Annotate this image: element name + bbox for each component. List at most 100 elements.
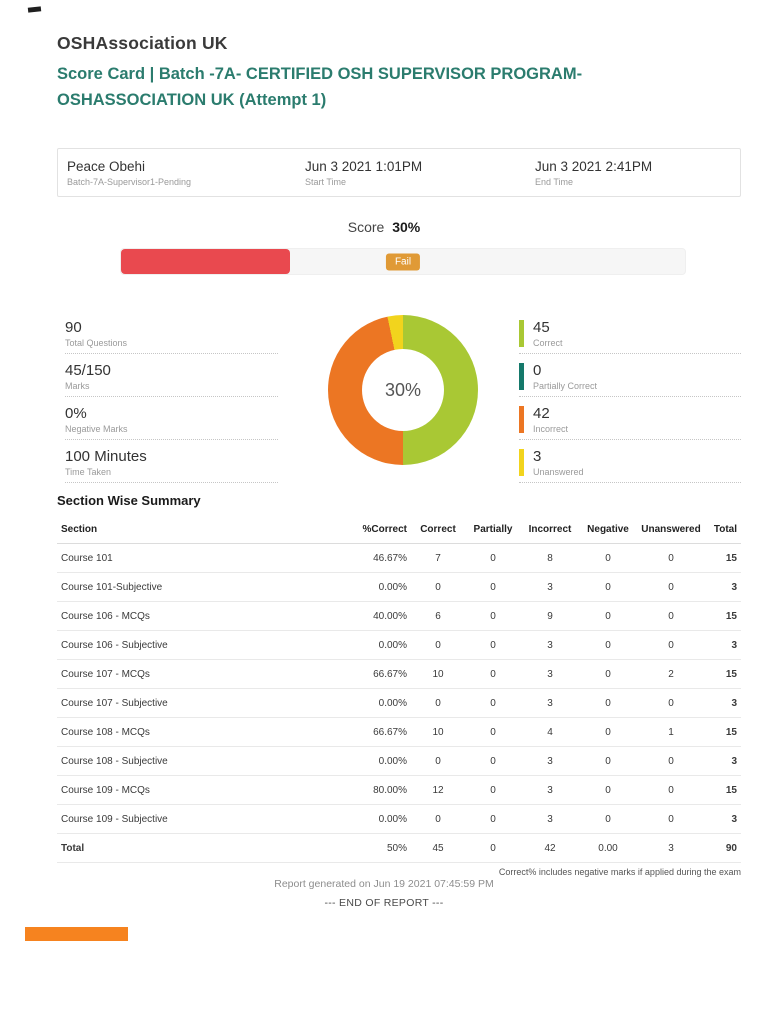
table-cell: Course 109 - MCQs xyxy=(57,775,349,805)
table-cell: 0 xyxy=(465,746,521,776)
score-label: Score xyxy=(347,219,385,235)
column-header: Unanswered xyxy=(637,516,705,544)
table-row: Course 101-Subjective 0.00% 0 0 3 0 0 3 xyxy=(57,572,741,602)
stat-value: 100 Minutes xyxy=(65,448,147,465)
column-header: Partially xyxy=(465,516,521,544)
table-cell: 3 xyxy=(521,688,579,718)
table-cell: 0 xyxy=(465,543,521,573)
stat-item: 90 Total Questions xyxy=(65,316,278,354)
table-cell: 0 xyxy=(637,775,705,805)
table-cell: Course 108 - MCQs xyxy=(57,717,349,747)
end-time-label: End Time xyxy=(535,176,574,187)
table-cell: 0 xyxy=(579,775,637,805)
table-cell: 10 xyxy=(411,659,465,689)
score-donut: 30% xyxy=(328,315,478,465)
table-cell: Course 107 - Subjective xyxy=(57,688,349,718)
column-header: Total xyxy=(705,516,741,544)
report-footer: Report generated on Jun 19 2021 07:45:59… xyxy=(0,878,768,909)
start-time-value: Jun 3 2021 1:01PM xyxy=(305,158,423,174)
column-header: Section xyxy=(57,516,349,544)
stat-item: 45/150 Marks xyxy=(65,359,278,397)
table-cell: 3 xyxy=(521,630,579,660)
table-cell: Total xyxy=(57,833,349,863)
section-summary: Section Wise Summary Section %Correct Corr… xyxy=(57,493,741,877)
candidate-batch: Batch-7A-Supervisor1-Pending xyxy=(67,176,192,187)
table-cell: 0 xyxy=(411,572,465,602)
table-footnote: Correct% includes negative marks if appl… xyxy=(498,867,741,877)
stat-label: Marks xyxy=(65,381,90,391)
table-cell: 0 xyxy=(465,833,521,863)
section-summary-title: Section Wise Summary xyxy=(57,493,201,508)
legend-label: Correct xyxy=(533,338,563,348)
table-cell: 0 xyxy=(465,601,521,631)
table-cell: 3 xyxy=(637,833,705,863)
table-row: Course 101 46.67% 7 0 8 0 0 15 xyxy=(57,543,741,573)
table-cell: 0 xyxy=(579,688,637,718)
stat-value: 0% xyxy=(65,405,87,422)
table-row: Course 109 - Subjective 0.00% 0 0 3 0 0 3 xyxy=(57,804,741,834)
table-cell: Course 107 - MCQs xyxy=(57,659,349,689)
table-cell: 0 xyxy=(411,804,465,834)
table-cell: 7 xyxy=(411,543,465,573)
table-cell: 40.00% xyxy=(349,601,411,631)
table-cell: 15 xyxy=(705,543,741,573)
legend-list: 45 Correct 0 Partially Correct 42 Incorrect 3 U… xyxy=(519,316,741,488)
legend-color-bar xyxy=(519,406,524,433)
stat-value: 45/150 xyxy=(65,362,111,379)
report-title: Score Card | Batch -7A- CERTIFIED OSH SU… xyxy=(57,65,583,110)
legend-item: 3 Unanswered xyxy=(519,445,741,483)
legend-label: Unanswered xyxy=(533,467,584,477)
table-row: Course 108 - MCQs 66.67% 10 0 4 0 1 15 xyxy=(57,717,741,747)
table-cell: 3 xyxy=(705,746,741,776)
table-cell: Course 101 xyxy=(57,543,349,573)
table-cell: 3 xyxy=(705,572,741,602)
column-header: Correct xyxy=(411,516,465,544)
column-header: Incorrect xyxy=(521,516,579,544)
score-value: 30% xyxy=(392,219,421,235)
table-cell: 50% xyxy=(349,833,411,863)
legend-item: 0 Partially Correct xyxy=(519,359,741,397)
stat-label: Negative Marks xyxy=(65,424,128,434)
legend-text: 42 Incorrect xyxy=(533,405,568,434)
candidate-info-card: Peace Obehi Batch-7A-Supervisor1-Pending… xyxy=(57,148,741,197)
column-header: Negative xyxy=(579,516,637,544)
table-cell: 0 xyxy=(579,572,637,602)
legend-value: 0 xyxy=(533,362,542,379)
table-cell: 0 xyxy=(637,804,705,834)
end-of-report-text: --- END OF REPORT --- xyxy=(324,897,444,909)
footer-brand-bar xyxy=(25,927,128,941)
table-cell: 3 xyxy=(705,804,741,834)
table-cell: 66.67% xyxy=(349,717,411,747)
legend-value: 3 xyxy=(533,448,542,465)
summary-table-head-row: Section %Correct Correct Partially Incorrect… xyxy=(57,516,741,544)
table-cell: 3 xyxy=(521,659,579,689)
donut-hole: 30% xyxy=(362,349,444,431)
table-cell: 6 xyxy=(411,601,465,631)
legend-label: Partially Correct xyxy=(533,381,598,391)
table-cell: Course 108 - Subjective xyxy=(57,746,349,776)
start-time-label: Start Time xyxy=(305,176,347,187)
score-progress-fill xyxy=(121,249,291,274)
table-cell: 9 xyxy=(521,601,579,631)
stat-label: Total Questions xyxy=(65,338,128,348)
table-row: Course 106 - Subjective 0.00% 0 0 3 0 0 3 xyxy=(57,630,741,660)
table-cell: Course 106 - MCQs xyxy=(57,601,349,631)
table-cell: 10 xyxy=(411,717,465,747)
table-cell: 0 xyxy=(579,659,637,689)
table-cell: 3 xyxy=(521,804,579,834)
score-line: Score 30% xyxy=(0,219,768,235)
table-cell: 12 xyxy=(411,775,465,805)
table-cell: 0.00 xyxy=(579,833,637,863)
start-time-col: Jun 3 2021 1:01PM Start Time xyxy=(296,159,526,187)
table-cell: 0.00% xyxy=(349,688,411,718)
table-row: Course 109 - MCQs 80.00% 12 0 3 0 0 15 xyxy=(57,775,741,805)
table-cell: 0 xyxy=(579,601,637,631)
result-status-badge: Fail xyxy=(385,253,421,270)
summary-table-body: Course 101 46.67% 7 0 8 0 0 15 Course 101-Subjec… xyxy=(57,543,741,863)
table-cell: 3 xyxy=(521,775,579,805)
table-cell: 3 xyxy=(705,630,741,660)
table-cell: 0 xyxy=(637,543,705,573)
table-cell: 0 xyxy=(465,630,521,660)
table-cell: Course 106 - Subjective xyxy=(57,630,349,660)
